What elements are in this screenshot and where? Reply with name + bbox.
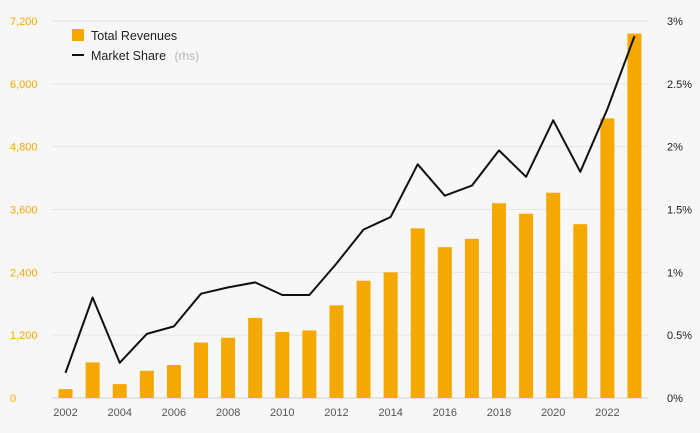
left-axis-ticks: 0 1,200 2,400 3,600 4,800 6,000 7,200 xyxy=(10,16,38,405)
revenue-bar-2023 xyxy=(627,33,642,399)
x-tick-label: 2014 xyxy=(378,407,402,419)
left-tick-label: 7,200 xyxy=(10,16,38,28)
revenue-bar-2019 xyxy=(519,213,534,398)
revenue-bar-2018 xyxy=(492,203,506,398)
left-tick-label: 6,000 xyxy=(10,79,38,91)
left-tick-label: 0 xyxy=(10,393,16,405)
right-tick-label: 3% xyxy=(667,16,683,28)
revenue-bar-2016 xyxy=(437,247,452,398)
revenue-bars xyxy=(58,33,642,399)
revenue-bar-2005 xyxy=(139,370,154,398)
x-tick-label: 2002 xyxy=(53,407,77,419)
revenue-bar-2013 xyxy=(356,280,371,398)
legend: Total Revenues Market Share (rhs) xyxy=(72,29,199,64)
right-tick-label: 2% xyxy=(667,142,683,154)
x-tick-label: 2020 xyxy=(541,407,565,419)
revenue-bar-2010 xyxy=(275,332,290,398)
legend-label-rhs-note: (rhs) xyxy=(174,49,199,63)
right-tick-label: 1.5% xyxy=(667,205,692,217)
legend-swatch-total-revenues xyxy=(72,29,84,41)
revenue-bar-2002 xyxy=(58,389,73,398)
x-tick-label: 2012 xyxy=(324,407,348,419)
right-tick-label: 0.5% xyxy=(667,330,692,342)
revenue-bar-2020 xyxy=(546,192,561,398)
left-tick-label: 1,200 xyxy=(10,330,38,342)
left-tick-label: 3,600 xyxy=(10,205,38,217)
revenue-bar-2011 xyxy=(302,330,317,398)
revenue-bar-2008 xyxy=(221,337,236,398)
legend-label-market-share-text: Market Share xyxy=(91,49,166,63)
x-tick-label: 2006 xyxy=(162,407,186,419)
x-tick-label: 2008 xyxy=(216,407,240,419)
gridlines xyxy=(52,20,648,399)
legend-label-market-share: Market Share (rhs) xyxy=(91,47,199,64)
x-tick-label: 2010 xyxy=(270,407,294,419)
revenue-bar-2014 xyxy=(383,272,398,398)
legend-label-total-revenues: Total Revenues xyxy=(91,29,177,43)
right-tick-label: 0% xyxy=(667,393,683,405)
revenue-bar-2007 xyxy=(194,342,208,398)
revenue-bar-2009 xyxy=(248,317,263,398)
x-tick-label: 2016 xyxy=(433,407,457,419)
right-axis-ticks: 0% 0.5% 1% 1.5% 2% 2.5% 3% xyxy=(667,16,692,405)
x-tick-label: 2022 xyxy=(595,407,619,419)
revenue-bar-2004 xyxy=(112,384,127,398)
revenue-bar-2022 xyxy=(600,118,615,399)
x-tick-label: 2004 xyxy=(107,407,131,419)
revenue-bar-2012 xyxy=(329,305,344,398)
revenue-bar-2017 xyxy=(464,238,479,398)
x-tick-label: 2018 xyxy=(487,407,511,419)
left-tick-label: 4,800 xyxy=(10,142,38,154)
x-axis-ticks: 2002 2004 2006 2008 2010 2012 2014 2016 2018 2020… xyxy=(53,407,619,419)
revenue-bar-2015 xyxy=(410,228,425,398)
market-share-line xyxy=(64,35,636,374)
left-tick-label: 2,400 xyxy=(10,267,38,279)
right-tick-label: 1% xyxy=(667,267,683,279)
revenue-bar-2021 xyxy=(573,224,588,398)
revenue-bar-2006 xyxy=(166,365,181,398)
market-share-series-line xyxy=(64,35,636,374)
right-tick-label: 2.5% xyxy=(667,79,692,91)
revenue-bar-2003 xyxy=(85,362,100,398)
